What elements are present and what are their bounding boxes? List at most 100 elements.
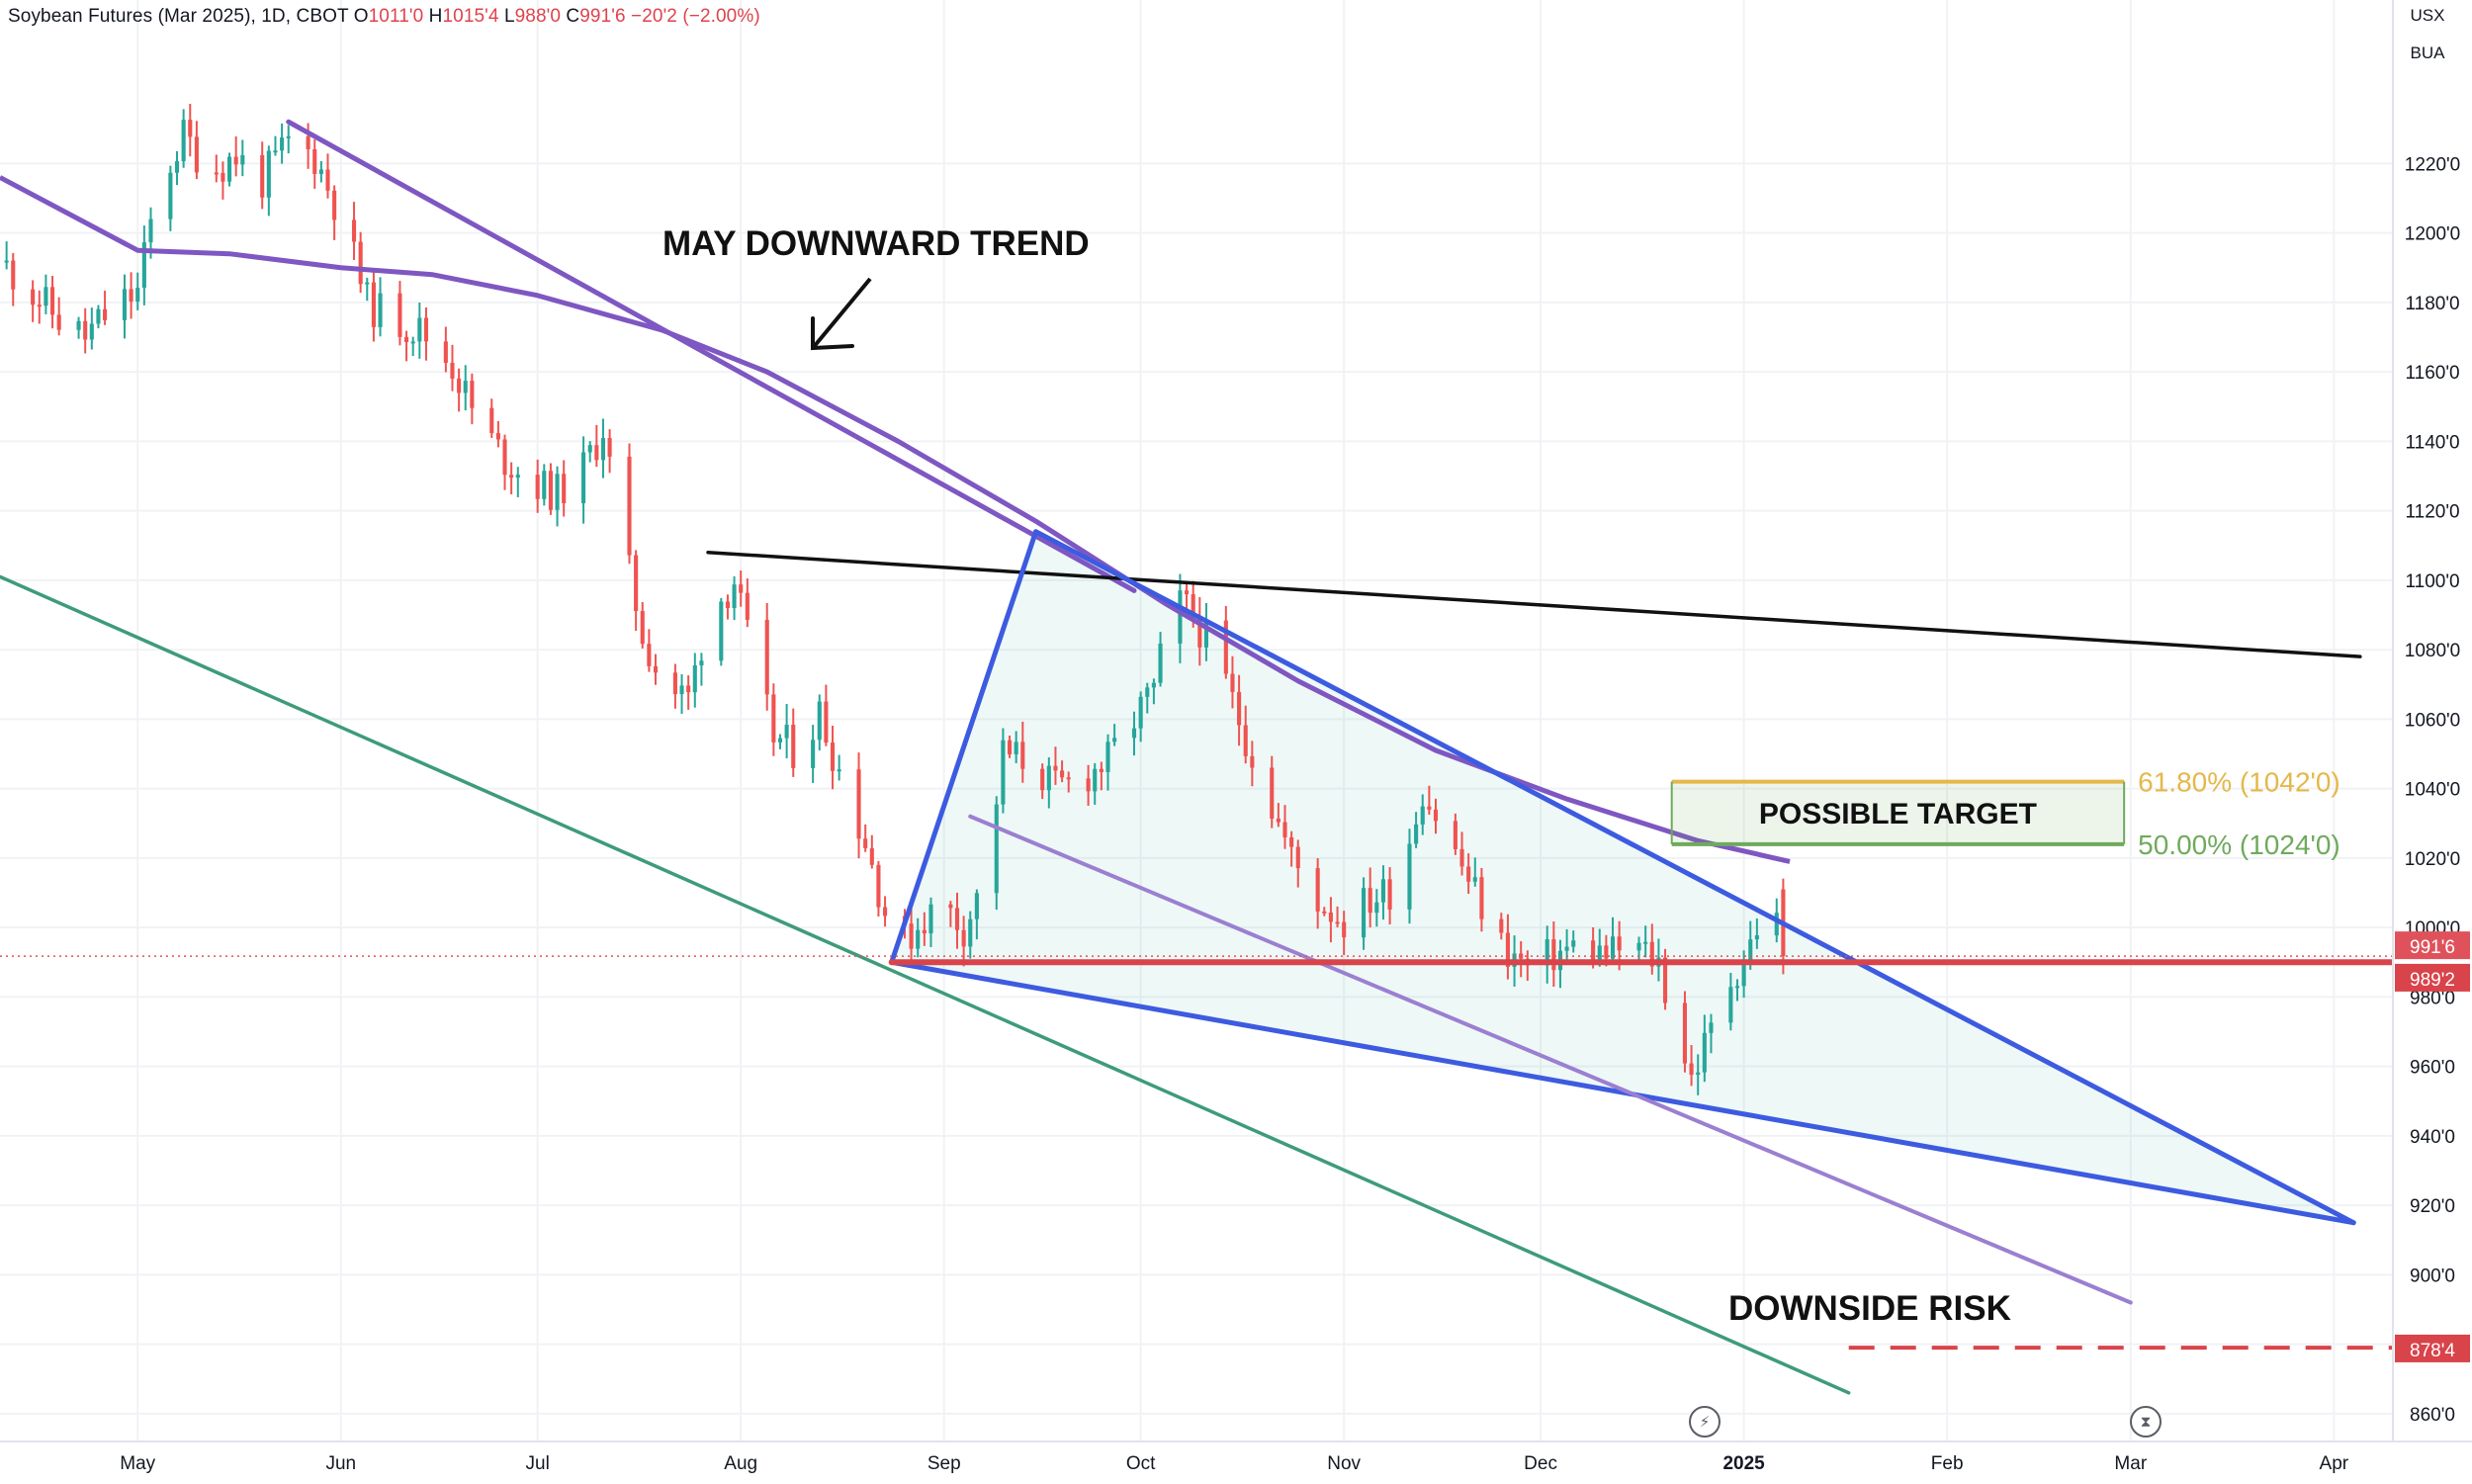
candle — [863, 824, 868, 852]
candle-body — [1322, 911, 1327, 914]
candle-body — [581, 452, 586, 503]
candle-body — [1368, 888, 1372, 914]
wedge-lower-line — [889, 959, 2356, 1226]
candle — [600, 418, 606, 479]
candle — [1420, 794, 1425, 835]
candle-body — [1060, 770, 1065, 778]
price-tick-label: 920'0 — [2410, 1196, 2455, 1217]
candle-body — [542, 471, 547, 499]
candle-body — [306, 135, 310, 150]
candle — [1178, 573, 1183, 663]
candle — [417, 302, 422, 359]
candle-body — [1479, 877, 1484, 919]
candle-body — [1748, 939, 1753, 963]
candle-body — [1433, 809, 1439, 822]
candle — [1046, 757, 1051, 809]
candle — [31, 280, 36, 322]
candle — [1754, 917, 1759, 949]
candle — [450, 344, 455, 392]
candle-body — [443, 341, 448, 364]
close-label: C — [566, 6, 580, 27]
candle — [719, 597, 724, 666]
candle-body — [1270, 767, 1275, 819]
may-trend-annotation: MAY DOWNWARD TREND — [662, 224, 1090, 263]
candle — [1414, 812, 1419, 848]
candle-body — [876, 864, 881, 908]
candle — [141, 225, 146, 306]
candle — [1007, 735, 1013, 758]
candle-body — [607, 438, 612, 457]
candle — [679, 673, 684, 714]
candle — [410, 336, 415, 357]
candle — [1610, 917, 1616, 964]
candle-body — [627, 456, 632, 556]
candle — [1453, 813, 1457, 855]
time-tick-label: Sep — [927, 1453, 961, 1474]
fib-618-label: 61.80% (1042'0) — [2138, 767, 2340, 798]
price-tick-label: 900'0 — [2410, 1266, 2455, 1286]
candle-body — [692, 665, 697, 693]
candle — [916, 917, 921, 958]
candle — [777, 734, 783, 749]
candle-body — [49, 287, 55, 315]
candle-body — [771, 694, 776, 742]
candle — [1289, 830, 1294, 867]
candle-body — [968, 918, 973, 947]
candle — [1662, 948, 1668, 1010]
candle-body — [1112, 738, 1117, 742]
candle-body — [450, 363, 455, 379]
candle — [240, 139, 245, 177]
candle — [1230, 655, 1235, 709]
time-tick-label: 2025 — [1722, 1453, 1765, 1474]
candle-body — [1014, 742, 1018, 754]
candle — [672, 663, 677, 709]
time-tick-label: Jun — [325, 1453, 356, 1474]
candle — [312, 139, 317, 189]
candle — [1466, 853, 1471, 894]
candle-body — [647, 644, 652, 666]
open-label: O — [353, 6, 369, 27]
candle — [332, 185, 337, 240]
wedge-left-line — [889, 529, 1039, 965]
candle-body — [280, 137, 285, 151]
candle-body — [1289, 836, 1294, 847]
candle — [397, 281, 402, 346]
candle — [1014, 731, 1018, 763]
candle — [44, 274, 48, 314]
candle — [837, 754, 841, 781]
candle-body — [226, 156, 232, 182]
downside-risk-annotation: DOWNSIDE RISK — [1728, 1289, 2011, 1328]
candle — [1295, 839, 1300, 888]
hourglass-icon[interactable]: ⧗ — [2130, 1406, 2162, 1438]
time-tick-label: Feb — [1931, 1453, 1964, 1474]
candle-body — [96, 308, 101, 324]
candle-body — [463, 381, 468, 393]
candle-body — [83, 320, 88, 340]
candle — [181, 109, 186, 168]
candle — [909, 907, 914, 961]
candle-body — [1696, 1072, 1701, 1076]
bolt-icon[interactable]: ⚡ — [1689, 1406, 1721, 1438]
candle — [489, 398, 494, 438]
candle-body — [378, 293, 383, 327]
candle-body — [1374, 902, 1379, 914]
unit-label[interactable]: BUA — [2410, 44, 2445, 62]
candle-body — [535, 475, 540, 499]
candle-body — [725, 601, 731, 609]
candle-body — [1472, 877, 1477, 882]
price-tick-label: 1140'0 — [2405, 432, 2459, 453]
candle-body — [1276, 818, 1280, 823]
candle-body — [1610, 936, 1616, 959]
price-tick-label: 1020'0 — [2405, 849, 2460, 870]
candle — [1151, 678, 1156, 705]
candle — [1322, 907, 1327, 917]
price-tick-label: 1220'0 — [2405, 154, 2460, 175]
candle-body — [404, 336, 409, 343]
candle-body — [1499, 918, 1504, 933]
price-tick-label: 1200'0 — [2405, 224, 2460, 245]
candle — [811, 725, 816, 783]
candle — [1237, 674, 1242, 746]
low-label: L — [503, 6, 515, 27]
currency-label[interactable]: USX — [2410, 6, 2445, 25]
candle — [1328, 897, 1333, 943]
